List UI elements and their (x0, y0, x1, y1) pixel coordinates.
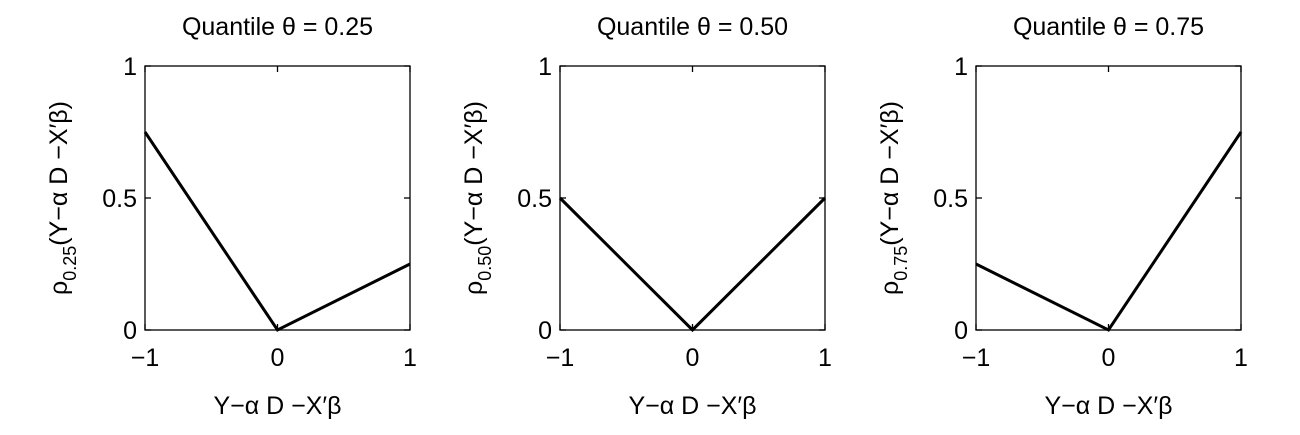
y-axis-label-argument: (Y−α D −X′β) (45, 101, 73, 246)
series-line-1 (975, 131, 1243, 332)
x-axis-label: Y−α D −X′β (628, 392, 756, 420)
y-axis-label-rho: ρ (876, 281, 904, 295)
x-tick-label: 0 (1102, 344, 1116, 372)
y-axis-label-rho: ρ (460, 281, 488, 295)
axes-frame (975, 65, 1242, 331)
y-tick-label: 0.5 (517, 185, 552, 213)
y-axis-label-argument: (Y−α D −X′β) (460, 101, 488, 246)
series-line-1 (143, 131, 411, 332)
chart-panel-2: Quantile θ = 0.50−1 0 100.51Y−α D −X′βρ0.5… (460, 13, 832, 420)
chart-panel-3: Quantile θ = 0.75−1 0 100.51Y−α D −X′βρ0.7… (876, 13, 1248, 420)
y-tick-label: 1 (538, 53, 552, 81)
y-tick-label: 0 (538, 317, 552, 345)
y-axis-label-subscript: 0.50 (475, 246, 495, 281)
x-tick-label: −1 (131, 344, 160, 372)
x-tick-label: 1 (818, 344, 832, 372)
axes-frame (144, 65, 411, 331)
y-axis-label: ρ0.25(Y−α D −X′β) (45, 101, 80, 295)
y-axis-label-subscript: 0.75 (891, 246, 911, 281)
y-tick-label: 0.5 (102, 185, 137, 213)
y-axis-label: ρ0.75(Y−α D −X′β) (876, 101, 911, 295)
y-axis-label-subscript: 0.25 (60, 246, 80, 281)
x-tick-label: 1 (1234, 344, 1248, 372)
x-tick-label: 0 (686, 344, 700, 372)
y-tick-label: 0 (954, 317, 968, 345)
y-tick-label: 1 (123, 53, 137, 81)
chart-title: Quantile θ = 0.50 (597, 13, 788, 41)
y-axis-label: ρ0.50(Y−α D −X′β) (460, 101, 495, 295)
axes-frame (559, 65, 826, 331)
x-tick-label: −1 (962, 344, 991, 372)
chart-title: Quantile θ = 0.75 (1013, 13, 1204, 41)
y-axis-label-argument: (Y−α D −X′β) (876, 101, 904, 246)
chart-title: Quantile θ = 0.25 (182, 13, 373, 41)
x-axis-label: Y−α D −X′β (1044, 392, 1172, 420)
x-tick-label: 0 (271, 344, 285, 372)
y-tick-label: 0.5 (933, 185, 968, 213)
x-tick-label: −1 (546, 344, 575, 372)
chart-panel-1: Quantile θ = 0.25−1 0 100.51Y−α D −X′βρ0.2… (45, 13, 417, 420)
y-tick-label: 0 (123, 317, 137, 345)
x-tick-label: 1 (403, 344, 417, 372)
y-axis-label-rho: ρ (45, 281, 73, 295)
series-line-1 (558, 196, 827, 333)
y-tick-label: 1 (954, 53, 968, 81)
x-axis-label: Y−α D −X′β (213, 392, 341, 420)
